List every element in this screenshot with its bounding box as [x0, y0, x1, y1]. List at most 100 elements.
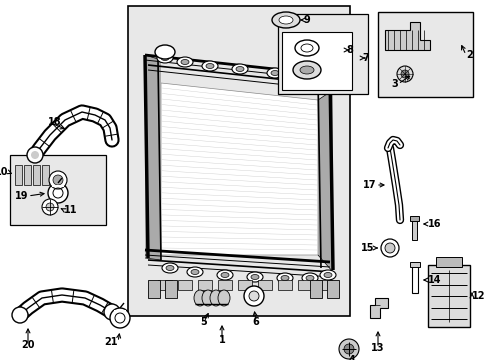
Ellipse shape [181, 59, 189, 64]
Ellipse shape [296, 72, 312, 82]
Ellipse shape [396, 66, 412, 82]
Ellipse shape [319, 270, 335, 280]
Ellipse shape [246, 272, 263, 282]
Text: 6: 6 [252, 317, 259, 327]
Bar [326, 280, 338, 298]
Ellipse shape [53, 175, 63, 185]
Polygon shape [384, 22, 429, 50]
Ellipse shape [209, 290, 222, 306]
Ellipse shape [177, 57, 193, 67]
Text: 2: 2 [465, 50, 472, 60]
Bar [409, 216, 418, 221]
Bar [411, 218, 416, 240]
Bar [164, 280, 177, 298]
Ellipse shape [236, 67, 244, 72]
Ellipse shape [400, 70, 408, 78]
Ellipse shape [27, 147, 43, 163]
Ellipse shape [316, 74, 332, 84]
Ellipse shape [276, 273, 292, 283]
Bar [158, 280, 172, 290]
Ellipse shape [155, 45, 175, 59]
Text: 15: 15 [360, 243, 373, 253]
Text: 8: 8 [346, 45, 352, 55]
Bar [33, 165, 40, 185]
Bar [317, 280, 331, 290]
Text: 3: 3 [390, 79, 397, 89]
Text: 16: 16 [427, 219, 441, 229]
Bar [278, 280, 291, 290]
Ellipse shape [302, 273, 317, 283]
Ellipse shape [250, 274, 259, 279]
Bar [409, 262, 419, 267]
Text: 12: 12 [471, 291, 485, 301]
Bar [435, 257, 461, 267]
Text: 5: 5 [200, 317, 207, 327]
Bar [258, 280, 271, 290]
Polygon shape [369, 298, 387, 318]
Text: 17: 17 [362, 180, 375, 190]
Text: 18: 18 [48, 117, 61, 127]
Ellipse shape [191, 270, 199, 274]
Text: 20: 20 [21, 340, 35, 350]
Bar [42, 165, 49, 185]
Text: 13: 13 [370, 343, 384, 353]
Bar [178, 280, 192, 290]
Ellipse shape [104, 304, 120, 320]
Ellipse shape [202, 61, 218, 71]
Ellipse shape [299, 66, 313, 74]
Ellipse shape [320, 77, 328, 81]
Ellipse shape [202, 290, 214, 306]
Text: 9: 9 [304, 15, 310, 25]
Ellipse shape [205, 63, 214, 68]
Ellipse shape [244, 286, 264, 306]
Text: 11: 11 [64, 205, 77, 215]
Ellipse shape [248, 291, 259, 301]
Bar [377, 12, 472, 97]
Polygon shape [145, 55, 161, 260]
Bar [218, 280, 231, 290]
Ellipse shape [161, 55, 169, 60]
Bar [278, 14, 367, 94]
Ellipse shape [271, 12, 299, 28]
Bar [128, 6, 349, 316]
Text: 7: 7 [361, 53, 368, 63]
Ellipse shape [221, 273, 228, 278]
Ellipse shape [281, 275, 288, 280]
Polygon shape [317, 90, 332, 272]
Ellipse shape [338, 339, 358, 359]
Ellipse shape [305, 275, 313, 280]
Ellipse shape [194, 290, 205, 306]
Ellipse shape [46, 203, 54, 211]
Bar [198, 280, 212, 290]
Ellipse shape [292, 61, 320, 79]
Ellipse shape [319, 65, 339, 79]
Text: 4: 4 [348, 355, 355, 360]
Ellipse shape [270, 71, 279, 76]
Ellipse shape [218, 290, 229, 306]
Ellipse shape [162, 263, 178, 273]
Ellipse shape [343, 344, 353, 354]
Ellipse shape [157, 53, 173, 63]
Ellipse shape [42, 199, 58, 215]
Ellipse shape [110, 308, 130, 328]
Ellipse shape [294, 40, 318, 56]
Ellipse shape [380, 239, 398, 257]
Bar [238, 280, 251, 290]
Ellipse shape [31, 151, 39, 159]
Bar [24, 165, 31, 185]
Bar [10, 155, 106, 225]
Ellipse shape [12, 307, 28, 323]
Ellipse shape [217, 270, 232, 280]
Ellipse shape [186, 267, 203, 277]
Ellipse shape [384, 243, 394, 253]
Ellipse shape [165, 266, 174, 270]
Bar [15, 165, 22, 185]
Text: 21: 21 [104, 337, 118, 347]
Ellipse shape [301, 75, 308, 80]
Bar [427, 265, 469, 327]
Ellipse shape [324, 273, 331, 278]
Ellipse shape [231, 64, 247, 74]
Text: 10: 10 [0, 167, 8, 177]
Ellipse shape [266, 68, 283, 78]
Bar [297, 280, 311, 290]
